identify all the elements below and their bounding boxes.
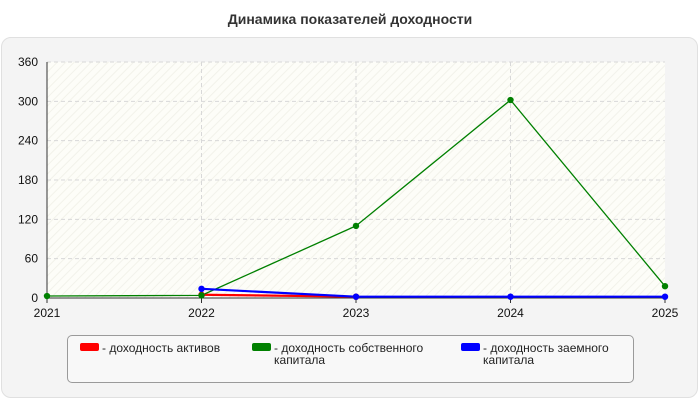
data-point — [507, 293, 514, 300]
legend-item-debt[interactable]: - доходность заемного капитала — [461, 342, 626, 366]
y-tick-label: 180 — [18, 173, 38, 187]
series-line — [201, 287, 665, 298]
data-point — [198, 285, 205, 293]
legend-item-assets[interactable]: - доходность активов — [80, 342, 240, 354]
y-tick-label: 0 — [31, 291, 38, 305]
y-tick-label: 300 — [18, 94, 38, 108]
data-point — [352, 222, 360, 230]
data-point — [661, 283, 669, 290]
legend: - доходность активов - доходность собств… — [67, 335, 634, 383]
y-tick-label: 60 — [25, 252, 39, 266]
legend-swatch-red — [80, 343, 99, 351]
legend-label: - доходность собственного капитала — [274, 341, 424, 367]
data-point — [507, 96, 514, 104]
chart-title: Динамика показателей доходности — [227, 11, 473, 27]
y-tick-label: 360 — [18, 55, 38, 69]
data-point — [43, 292, 51, 300]
legend-item-equity[interactable]: - доходность собственного капитала — [252, 342, 442, 366]
y-tick-label: 240 — [18, 134, 38, 148]
x-tick-label: 2024 — [497, 306, 524, 320]
data-point — [661, 293, 669, 300]
series-points — [43, 96, 669, 300]
tick-labels: 0 60 120 180 240 300 360 2021 2022 2023 2024 2025 — [18, 55, 679, 320]
y-tick-label: 120 — [18, 212, 38, 226]
x-tick-label: 2023 — [343, 306, 370, 320]
x-tick-label: 2021 — [34, 306, 61, 320]
legend-swatch-blue — [461, 343, 480, 351]
legend-label: - доходность заемного капитала — [483, 341, 609, 367]
data-point — [198, 292, 205, 299]
x-tick-label: 2025 — [652, 306, 679, 320]
legend-swatch-green — [252, 343, 271, 351]
x-tick-label: 2022 — [188, 306, 215, 320]
legend-label: - доходность активов — [102, 341, 221, 355]
data-point — [352, 293, 360, 300]
grid-lines — [47, 61, 665, 298]
